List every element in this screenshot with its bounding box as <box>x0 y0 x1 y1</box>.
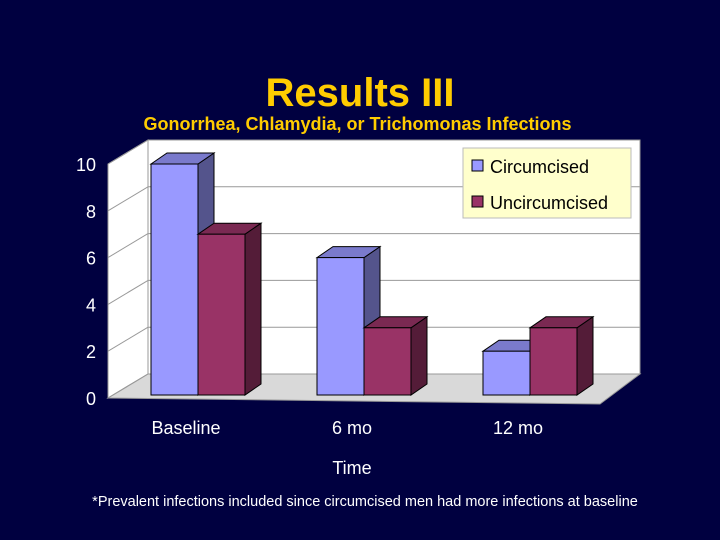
x-tick-label: 12 mo <box>493 418 543 438</box>
legend-box <box>462 147 632 219</box>
bar <box>362 315 429 396</box>
bar-front <box>529 327 578 396</box>
x-axis-ticks: Baseline 6 mo 12 mo <box>151 418 543 438</box>
bar-front <box>316 257 365 396</box>
bar <box>196 222 263 396</box>
y-tick-label: 10 <box>76 155 96 175</box>
slide-title: Results III <box>265 71 455 115</box>
bar-side <box>410 315 428 396</box>
bar-front <box>482 350 531 396</box>
x-tick-label: Baseline <box>151 418 220 438</box>
bar <box>528 315 595 396</box>
gridline-side <box>107 233 149 259</box>
x-tick-label: 6 mo <box>332 418 372 438</box>
bar-side <box>244 222 262 396</box>
y-tick-label: 4 <box>86 295 96 315</box>
y-tick-label: 8 <box>86 202 96 222</box>
y-axis-ticks: 0 2 4 6 8 10 <box>76 155 96 409</box>
legend-label: Circumcised <box>490 157 589 177</box>
gridline-side <box>107 373 149 399</box>
gridline-side <box>107 139 149 165</box>
bar-front <box>363 327 412 396</box>
side-wall <box>107 139 149 399</box>
legend-swatch <box>471 195 484 208</box>
bars <box>149 152 595 396</box>
y-tick-label: 6 <box>86 249 96 269</box>
legend: Circumcised Uncircumcised <box>462 147 632 219</box>
bar-side <box>576 315 594 396</box>
gridline-side <box>107 186 149 212</box>
bar-front <box>197 233 246 396</box>
footnote: *Prevalent infections included since cir… <box>92 494 638 510</box>
legend-swatch <box>471 159 484 172</box>
gridline-side <box>107 326 149 352</box>
y-tick-label: 0 <box>86 389 96 409</box>
y-tick-label: 2 <box>86 342 96 362</box>
x-axis-label: Time <box>332 458 371 478</box>
legend-label: Uncircumcised <box>490 193 608 213</box>
bar-front <box>150 163 199 396</box>
gridline-side <box>107 279 149 305</box>
slide-subtitle: Gonorrhea, Chlamydia, or Trichomonas Inf… <box>143 114 572 134</box>
